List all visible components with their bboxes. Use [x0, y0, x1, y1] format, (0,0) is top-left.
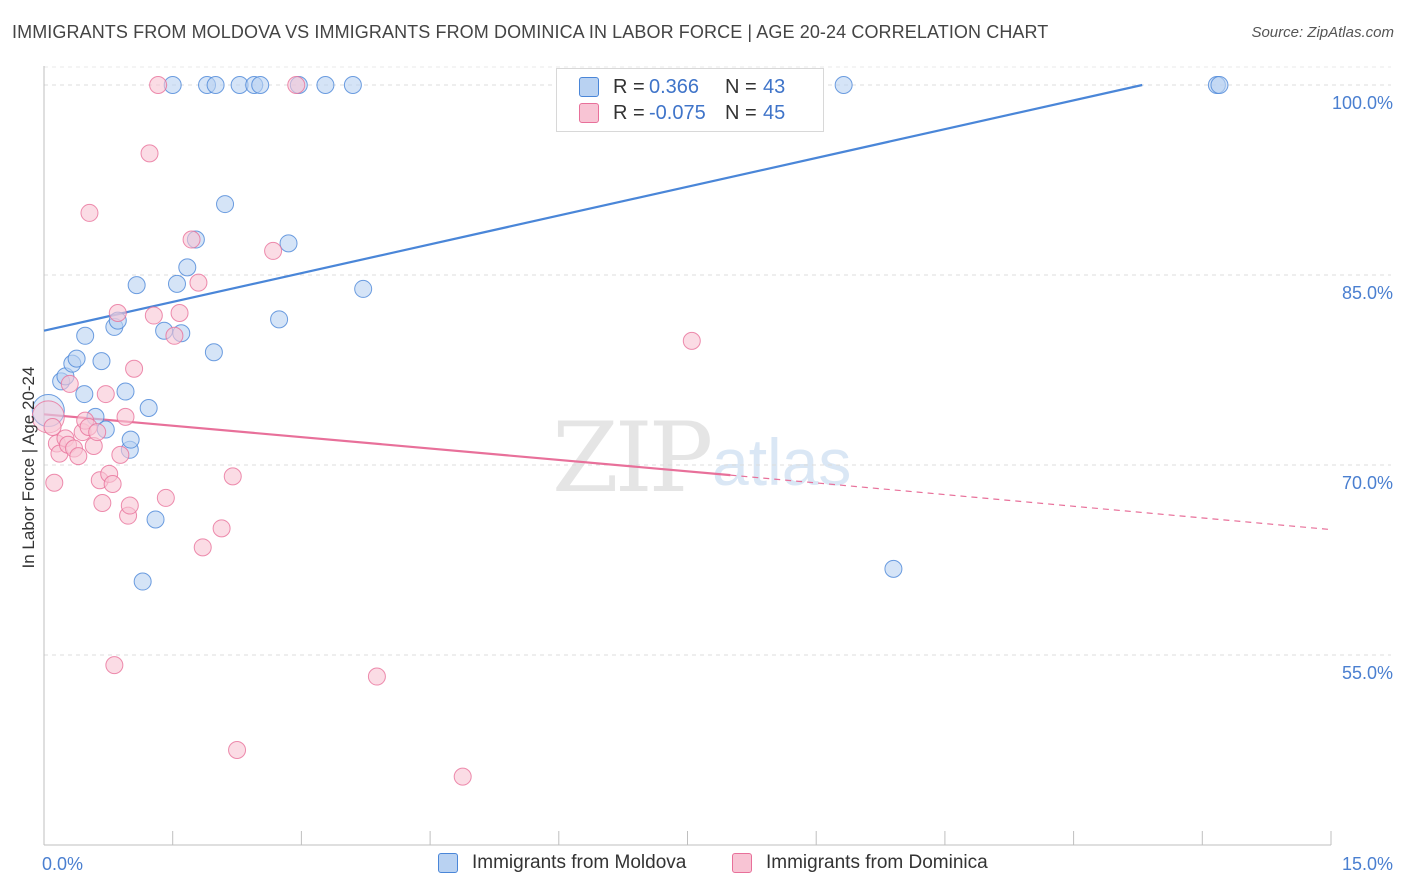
trend-dominica [43, 413, 731, 477]
point-dominica [287, 76, 306, 94]
point-moldova [216, 195, 235, 214]
point-moldova [146, 510, 165, 529]
y-tick-label: 70.0% [1342, 473, 1393, 493]
watermark-atlas: atlas [712, 425, 852, 499]
point-moldova [116, 382, 135, 401]
point-moldova [343, 76, 362, 94]
point-dominica [170, 304, 189, 322]
point-dominica [111, 445, 130, 464]
point-dominica [193, 538, 212, 557]
trend-lines [43, 83, 1332, 531]
point-moldova [279, 234, 298, 253]
point-dominica [228, 741, 247, 759]
watermark-zip: ZIP [552, 402, 713, 514]
point-dominica [165, 326, 184, 345]
dominica-swatch [732, 853, 752, 873]
legend-label-dominica: Immigrants from Dominica [766, 852, 988, 873]
dominica-swatch [579, 103, 599, 123]
point-dominica [156, 488, 175, 507]
axes [43, 66, 1332, 846]
r-label: R = [613, 101, 645, 124]
point-moldova [206, 76, 225, 94]
point-moldova [133, 572, 152, 591]
point-dominica [264, 241, 283, 260]
point-dominica [182, 230, 201, 249]
n-label: N = [725, 75, 757, 98]
point-dominica [103, 475, 122, 493]
point-moldova [178, 258, 197, 277]
point-moldova [354, 279, 373, 298]
point-dominica [45, 473, 64, 492]
point-moldova [1210, 76, 1229, 94]
point-dominica [69, 447, 88, 466]
point-dominica [80, 203, 99, 222]
point-dominica [453, 767, 472, 786]
data-points [31, 76, 1229, 786]
trend-moldova [43, 83, 1143, 332]
point-moldova [884, 559, 903, 578]
point-moldova [204, 343, 223, 362]
point-moldova [127, 276, 146, 295]
point-dominica [120, 496, 139, 515]
r-label: R = [613, 75, 645, 98]
point-dominica [96, 385, 115, 404]
series-legend: Immigrants from Moldova Immigrants from … [0, 852, 1406, 878]
point-dominica [144, 306, 163, 325]
point-moldova [75, 385, 94, 404]
point-moldova [270, 310, 289, 329]
point-dominica [108, 304, 127, 322]
point-dominica [88, 423, 107, 442]
point-dominica [93, 494, 112, 512]
n-label: N = [725, 101, 757, 124]
y-tick-label: 100.0% [1332, 93, 1393, 113]
point-moldova [139, 399, 158, 417]
point-dominica [125, 359, 144, 378]
y-tick-label: 85.0% [1342, 283, 1393, 303]
point-moldova [316, 76, 335, 94]
point-dominica [60, 374, 79, 393]
stats-legend: R = 0.366 N = 43 R = -0.075 N = 45 [556, 68, 824, 132]
point-dominica [140, 144, 159, 163]
point-dominica [189, 273, 208, 292]
point-dominica [149, 76, 168, 94]
point-moldova [121, 430, 140, 449]
n-value: 43 [763, 75, 786, 98]
legend-label-moldova: Immigrants from Moldova [472, 852, 687, 873]
moldova-swatch [579, 77, 599, 97]
legend-row-moldova: R = 0.366 N = 43 [579, 74, 785, 100]
source-credit: Source: ZipAtlas.com [1251, 24, 1394, 41]
legend-item-dominica[interactable]: Immigrants from Dominica [732, 852, 988, 874]
point-moldova [67, 349, 86, 368]
x-tick-label: 15.0% [1342, 854, 1393, 874]
point-moldova [834, 76, 853, 94]
point-dominica [43, 418, 62, 436]
point-dominica [223, 467, 242, 486]
point-moldova [92, 352, 111, 371]
gridlines [44, 66, 1391, 656]
point-dominica [105, 656, 124, 675]
x-tick-label: 0.0% [42, 854, 83, 874]
point-dominica [682, 331, 701, 350]
point-moldova [76, 326, 95, 345]
r-value: 0.366 [649, 75, 700, 98]
legend-item-moldova[interactable]: Immigrants from Moldova [438, 852, 686, 874]
point-moldova [251, 76, 270, 94]
n-value: 45 [763, 101, 786, 124]
r-value: -0.075 [649, 101, 706, 124]
point-moldova [167, 274, 186, 293]
point-dominica [367, 667, 386, 686]
trend-dominica-extrapolated [730, 474, 1332, 531]
point-dominica [116, 407, 135, 426]
y-tick-label: 55.0% [1342, 663, 1393, 683]
chart-title: IMMIGRANTS FROM MOLDOVA VS IMMIGRANTS FR… [12, 22, 1049, 42]
axis-labels: 100.0% 85.0% 70.0% 55.0% 0.0% 15.0% In Labor F… [19, 93, 1393, 874]
legend-row-dominica: R = -0.075 N = 45 [579, 100, 785, 126]
moldova-swatch [438, 853, 458, 873]
y-axis-title: In Labor Force | Age 20-24 [19, 367, 38, 569]
point-dominica [212, 519, 231, 538]
